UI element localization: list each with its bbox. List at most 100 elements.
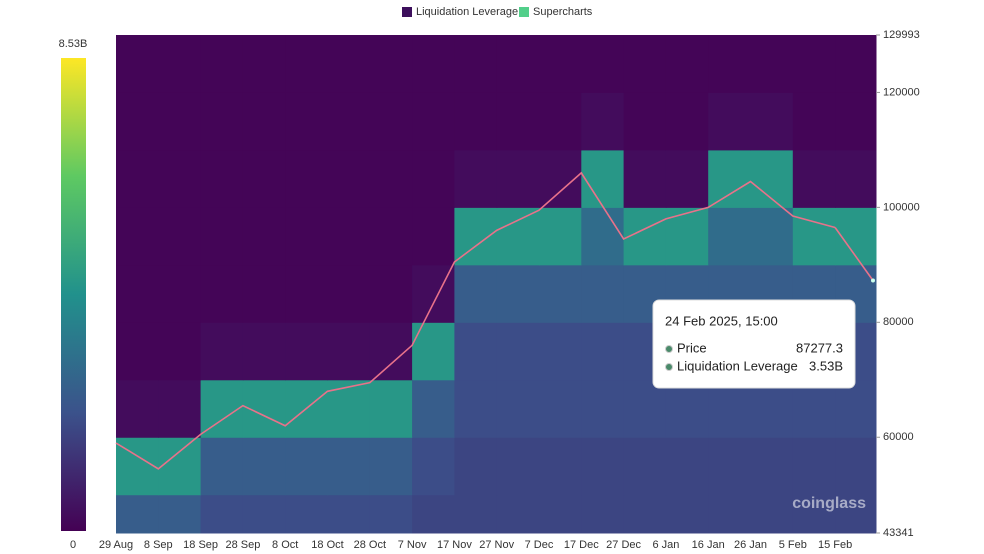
heat-cell <box>750 92 794 151</box>
heat-cell <box>158 322 202 381</box>
x-tick-label: 5 Feb <box>779 539 807 551</box>
legend-swatch <box>519 7 529 17</box>
heat-cell <box>792 207 836 266</box>
price-point <box>871 278 875 283</box>
heat-cell <box>454 322 498 381</box>
heat-cell <box>454 494 498 534</box>
x-tick-label: 28 Oct <box>354 539 386 551</box>
heat-cell <box>369 207 413 266</box>
heat-cell <box>200 35 244 93</box>
heat-cell <box>665 35 709 93</box>
heat-cell <box>496 35 540 93</box>
heat-cell <box>116 379 159 438</box>
heat-cell <box>285 149 328 208</box>
heat-cell <box>581 437 625 496</box>
heat-cell <box>496 264 540 323</box>
heat-cell <box>158 35 202 93</box>
heat-cell <box>496 322 540 381</box>
heat-cell <box>539 322 582 381</box>
heat-cell <box>581 35 625 93</box>
tooltip-dot <box>665 363 673 371</box>
heat-cell <box>708 494 751 534</box>
heat-cell <box>327 379 371 438</box>
heat-cell <box>539 379 582 438</box>
heat-cell <box>158 149 202 208</box>
heat-cell <box>327 207 371 266</box>
heat-cell <box>412 494 455 534</box>
x-tick-label: 17 Nov <box>437 539 472 551</box>
heat-cell <box>242 264 286 323</box>
heat-cell <box>708 149 751 208</box>
heat-cell <box>835 149 877 208</box>
heat-cell <box>708 92 751 151</box>
heat-cell <box>242 437 286 496</box>
heat-cell <box>327 264 371 323</box>
x-tick-label: 27 Dec <box>606 539 641 551</box>
heat-cell <box>454 92 498 151</box>
heat-cell <box>581 264 625 323</box>
heat-cell <box>116 92 159 151</box>
heat-cell <box>200 149 244 208</box>
heat-cell <box>242 207 286 266</box>
heat-cell <box>116 264 159 323</box>
heat-cell <box>496 437 540 496</box>
x-tick-label: 7 Dec <box>525 539 554 551</box>
watermark: coinglass <box>792 495 866 512</box>
y-tick-label: 100000 <box>883 201 920 213</box>
x-tick-label: 16 Jan <box>692 539 725 551</box>
heat-cell <box>158 264 202 323</box>
x-tick-label: 26 Jan <box>734 539 767 551</box>
heat-cell <box>454 264 498 323</box>
heat-cell <box>200 207 244 266</box>
y-tick-label: 120000 <box>883 86 920 98</box>
heat-cell <box>242 322 286 381</box>
heat-cell <box>665 149 709 208</box>
heat-cell <box>665 207 709 266</box>
heat-cell <box>412 437 455 496</box>
heat-cell <box>539 437 582 496</box>
heat-cell <box>242 92 286 151</box>
heat-cell <box>835 35 877 93</box>
heat-cell <box>327 35 371 93</box>
heat-cell <box>369 494 413 534</box>
heat-cell <box>835 92 877 151</box>
heat-cell <box>454 35 498 93</box>
tooltip-time: 24 Feb 2025, 15:00 <box>665 313 778 328</box>
colorbar <box>61 58 86 531</box>
heat-cell <box>158 92 202 151</box>
heat-cell <box>623 494 667 534</box>
heat-cell <box>665 437 709 496</box>
heat-cell <box>116 437 159 496</box>
heat-cell <box>539 35 582 93</box>
heat-cell <box>496 207 540 266</box>
heat-cell <box>750 494 794 534</box>
legend-swatch <box>402 7 412 17</box>
x-tick-label: 29 Aug <box>99 539 133 551</box>
heat-cell <box>285 35 328 93</box>
heat-cell <box>496 149 540 208</box>
heat-cell <box>116 149 159 208</box>
heat-cell <box>369 92 413 151</box>
heat-cell <box>158 437 202 496</box>
heat-cell <box>200 437 244 496</box>
x-tick-label: 28 Sep <box>225 539 260 551</box>
heat-cell <box>327 92 371 151</box>
x-tick-label: 15 Feb <box>818 539 852 551</box>
heat-cell <box>581 322 625 381</box>
heat-cell <box>200 379 244 438</box>
heat-cell <box>158 494 202 534</box>
heat-cell <box>454 149 498 208</box>
heat-cell <box>792 437 836 496</box>
heat-cell <box>116 35 159 93</box>
y-tick-label: 80000 <box>883 316 914 328</box>
x-tick-label: 18 Oct <box>311 539 343 551</box>
heat-cell <box>708 35 751 93</box>
heat-cell <box>116 322 159 381</box>
heat-cell <box>412 379 455 438</box>
heat-cell <box>708 207 751 266</box>
heat-cell <box>285 92 328 151</box>
heat-cell <box>623 379 667 438</box>
heat-cell <box>623 92 667 151</box>
heat-cell <box>496 494 540 534</box>
y-tick-label: 43341 <box>883 527 914 539</box>
